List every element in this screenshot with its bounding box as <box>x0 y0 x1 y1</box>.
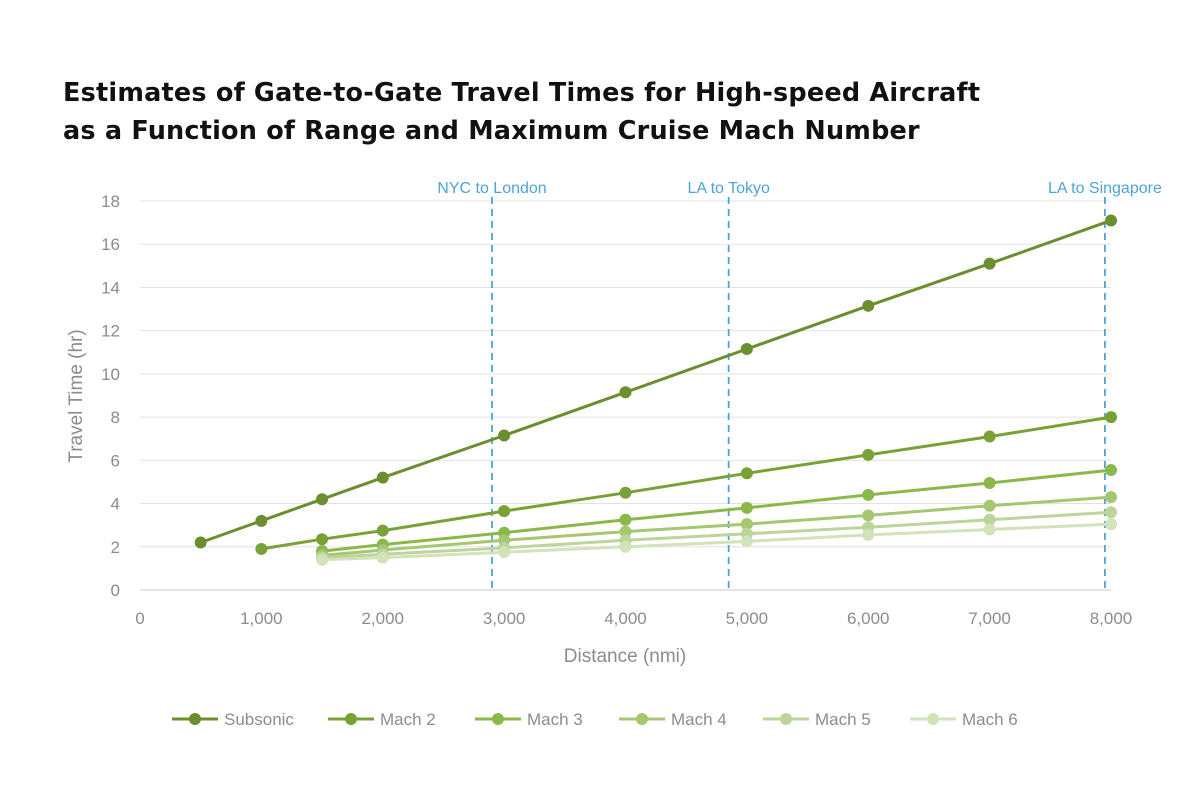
data-point <box>740 467 753 480</box>
x-tick-label: 2,000 <box>361 609 404 628</box>
data-point <box>316 533 329 546</box>
series-mach-6 <box>316 518 1117 566</box>
legend-item: Mach 5 <box>763 710 871 729</box>
data-point <box>740 501 753 514</box>
legend-label: Mach 2 <box>380 710 436 729</box>
series-lines <box>194 214 1117 566</box>
legend-item: Subsonic <box>172 710 294 729</box>
y-tick-label: 4 <box>111 495 120 514</box>
data-point <box>740 343 753 356</box>
data-point <box>1105 506 1117 519</box>
data-point <box>619 525 632 538</box>
data-point <box>376 551 389 564</box>
y-tick-label: 12 <box>101 322 120 341</box>
legend-swatch-marker <box>636 713 648 725</box>
annotation-label: LA to Singapore <box>1048 180 1162 197</box>
legend-swatch-marker <box>345 713 357 725</box>
data-point <box>619 486 632 499</box>
data-point <box>619 386 632 399</box>
legend-item: Mach 4 <box>619 710 727 729</box>
data-point <box>740 535 753 548</box>
data-point <box>983 523 996 536</box>
legend-label: Mach 4 <box>671 710 727 729</box>
series-line <box>200 218 1112 544</box>
series-line <box>322 510 1112 560</box>
data-point <box>255 542 268 555</box>
legend-item: Mach 3 <box>475 710 583 729</box>
data-point <box>194 536 207 549</box>
chart-title-line-1: Estimates of Gate-to-Gate Travel Times f… <box>63 78 981 108</box>
y-tick-label: 0 <box>111 581 120 600</box>
data-point <box>255 514 268 527</box>
x-tick-label: 8,000 <box>1090 609 1133 628</box>
x-axis-title: Distance (nmi) <box>564 646 686 667</box>
y-tick-label: 18 <box>101 192 120 211</box>
data-point <box>862 488 875 501</box>
data-point <box>1105 464 1117 477</box>
x-tick-label: 3,000 <box>483 609 526 628</box>
data-point <box>862 448 875 461</box>
y-tick-label: 2 <box>111 538 120 557</box>
data-point <box>498 505 511 518</box>
series-line <box>321 468 1112 553</box>
data-point <box>983 257 996 270</box>
series-line <box>321 495 1112 557</box>
legend-label: Mach 6 <box>962 710 1018 729</box>
data-point <box>1105 491 1117 504</box>
data-point <box>376 471 389 484</box>
x-tick-label: 0 <box>135 609 144 628</box>
data-point <box>983 430 996 443</box>
x-tick-label: 1,000 <box>240 609 283 628</box>
legend-item: Mach 6 <box>910 710 1018 729</box>
data-point <box>983 513 996 526</box>
x-tick-labels: 0 1,000 2,000 3,000 4,000 5,000 6,000 7,000 8,00… <box>135 609 1132 628</box>
legend-item: Mach 2 <box>328 710 436 729</box>
annotation-label: NYC to London <box>437 180 546 197</box>
x-tick-label: 5,000 <box>726 609 769 628</box>
data-point <box>862 528 875 541</box>
data-point <box>498 546 511 559</box>
chart-title: Estimates of Gate-to-Gate Travel Times f… <box>63 74 1063 150</box>
legend-swatch-marker <box>189 713 201 725</box>
y-tick-labels: 0 2 4 6 8 10 12 14 16 18 <box>101 192 120 600</box>
legend-label: Subsonic <box>224 710 294 729</box>
legend: Subsonic Mach 2 Mach 3 Mach 4 Mach 5 Mach 6 <box>172 710 1018 729</box>
data-point <box>619 513 632 526</box>
y-tick-label: 6 <box>111 451 120 470</box>
y-axis-title: Travel Time (hr) <box>66 329 87 462</box>
series-subsonic <box>194 214 1117 549</box>
series-mach-2 <box>255 411 1117 555</box>
x-tick-label: 4,000 <box>604 609 647 628</box>
data-point <box>983 477 996 490</box>
legend-swatch-marker <box>927 713 939 725</box>
data-point <box>983 499 996 512</box>
data-point <box>316 553 329 566</box>
data-point <box>862 509 875 522</box>
data-point <box>619 540 632 553</box>
y-tick-label: 10 <box>101 365 120 384</box>
legend-label: Mach 3 <box>527 710 583 729</box>
data-point <box>1105 411 1117 424</box>
data-point <box>498 429 511 442</box>
annotation-lines: NYC to London LA to Tokyo LA to Singapore <box>437 180 1162 590</box>
data-point <box>740 518 753 531</box>
data-point <box>376 524 389 537</box>
data-point <box>1105 214 1117 227</box>
gridlines <box>140 200 1111 548</box>
data-point <box>316 493 329 506</box>
series-line <box>322 522 1112 562</box>
data-point <box>862 299 875 312</box>
chart-title-line-2: as a Function of Range and Maximum Cruis… <box>63 116 920 146</box>
x-tick-label: 6,000 <box>847 609 890 628</box>
y-tick-label: 16 <box>101 235 120 254</box>
annotation-label: LA to Tokyo <box>687 180 770 197</box>
x-tick-label: 7,000 <box>968 609 1011 628</box>
y-tick-label: 8 <box>111 408 120 427</box>
legend-swatch-marker <box>492 713 504 725</box>
legend-label: Mach 5 <box>815 710 871 729</box>
legend-swatch-marker <box>780 713 792 725</box>
data-point <box>1105 518 1117 531</box>
y-tick-label: 14 <box>101 278 120 297</box>
